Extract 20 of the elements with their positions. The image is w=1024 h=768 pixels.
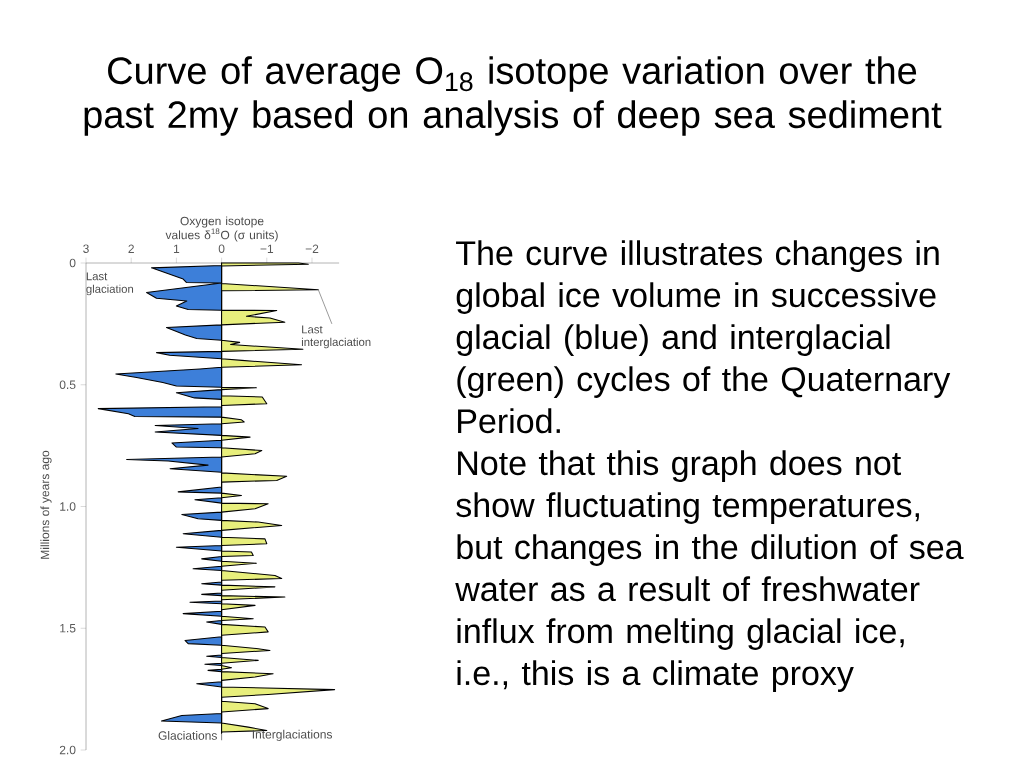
x-tick-label: 0: [218, 244, 225, 253]
x-tick-label: 1: [173, 244, 180, 253]
y-tick-label: 1.5: [60, 624, 76, 633]
series-label: Glaciations: [158, 730, 217, 740]
annotation: Last interglaciation: [301, 325, 371, 349]
y-tick-label: 0: [69, 258, 76, 268]
x-axis-title: Oxygen isotope values δ$^{18}$O (σ units): [165, 216, 278, 242]
y-tick-label: 0.5: [59, 380, 76, 390]
text: Curve of average O$_{18}$ isotope variation over the past 2my based on analysis of deep sea sediment: [84, 56, 942, 136]
y-tick-label: 2.0: [59, 745, 76, 755]
y-tick-label: 1.0: [60, 502, 76, 511]
text: Note that this graph does not show fluctuating temperatures, but changes in the dilution of sea water as a result of freshwater influx from melting glacial ice, i.e., this is a climate proxy: [455, 450, 964, 692]
x-tick-label: −1: [260, 244, 274, 253]
text: The curve illustrates changes in global ice volume in successive glacial (blue) and interglacial (green) cycles of the Quaternary Period.: [456, 240, 951, 434]
x-tick-label: 2: [128, 244, 134, 253]
y-axis-title: Millions of years ago: [40, 450, 52, 559]
series-label: Interglaciations: [252, 729, 333, 741]
x-tick-label: −2: [305, 244, 319, 253]
annotation: Last glaciation: [86, 272, 134, 296]
x-tick-label: 3: [83, 244, 89, 253]
